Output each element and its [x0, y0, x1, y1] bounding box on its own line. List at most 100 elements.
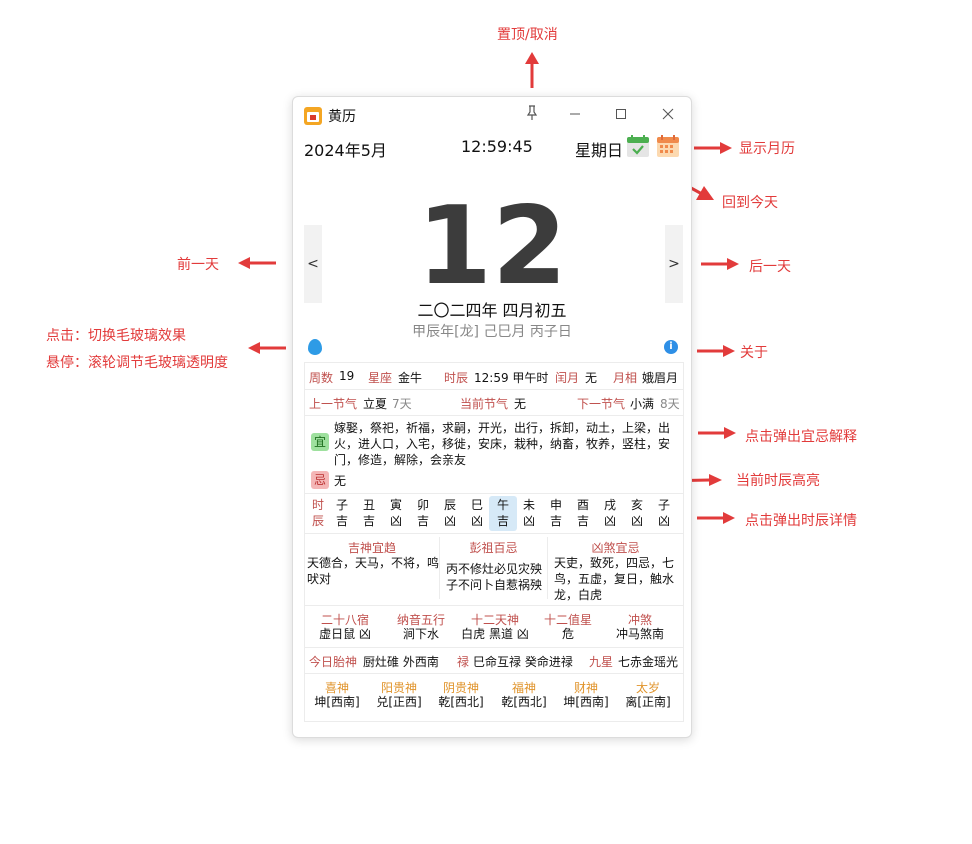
mansion-row: 二十八宿 虚日鼠 凶 纳音五行 涧下水 十二天神 白虎 黑道 凶 十二值星 危 …	[305, 605, 683, 648]
hour-luck: 吉	[335, 514, 348, 528]
hour-cell[interactable]: 子吉	[333, 497, 351, 529]
chongsha-value: 冲马煞南	[615, 627, 664, 641]
next-day-button[interactable]: >	[665, 225, 683, 303]
lu-value: 巳命互禄 癸命进禄	[473, 655, 573, 669]
hour-luck: 吉	[416, 514, 429, 528]
hour-name: 戌	[603, 498, 616, 512]
ji-tag[interactable]: 忌	[311, 471, 329, 489]
glass-effect-drop-icon[interactable]	[308, 339, 322, 355]
next-term-value: 小满	[630, 397, 655, 411]
hour-cell[interactable]: 戌凶	[601, 497, 619, 529]
annotation-today: 回到今天	[722, 195, 778, 211]
hour-luck: 凶	[603, 514, 616, 528]
hour-luck: 吉	[576, 514, 589, 528]
zhixing-value: 危	[561, 627, 574, 641]
hour-luck: 吉	[549, 514, 562, 528]
basic-info-row: 周数 19 星座 金牛 时辰 12:59 甲午时 闰月 无 月相 娥眉月	[305, 363, 683, 390]
maximize-button[interactable]	[611, 105, 631, 125]
gods-sections-row: 吉神宜趋 天德合，天马，不将，鸣 吠对 彭祖百忌 丙不修灶必见灾殃 子不问卜自惹…	[305, 533, 683, 606]
fushen-value: 乾[西北]	[501, 695, 547, 709]
hour-cell[interactable]: 寅凶	[387, 497, 405, 529]
month-label: 2024年5月	[304, 141, 387, 160]
directions-row: 喜神 坤[西南] 阳贵神 兑[正西] 阴贵神 乾[西北] 福神 乾[西北] 财神…	[305, 673, 683, 719]
shichen-value: 12:59 甲午时	[474, 371, 549, 385]
almanac-window: 黄历 2024年5月 12:59:45 星期日 < > 12 二〇二四年 四月初…	[292, 96, 692, 738]
month-calendar-icon[interactable]	[657, 135, 679, 157]
hour-name: 丑	[362, 498, 375, 512]
hour-cell[interactable]: 辰凶	[441, 497, 459, 529]
annotation-pin: 置顶/取消	[497, 27, 558, 43]
pin-icon[interactable]	[522, 105, 542, 125]
taisui-title: 太岁	[635, 681, 660, 695]
taishen-value: 厨灶碓 外西南	[363, 655, 439, 669]
solar-term-row: 上一节气 立夏 7天 当前节气 无 下一节气 小满 8天	[305, 389, 683, 416]
hours-row: 时 辰 子吉 丑吉 寅凶 卯吉 辰凶 巳凶 午吉 未凶 申吉 酉吉 戌凶 亥凶 …	[305, 493, 683, 534]
window-title: 黄历	[328, 109, 356, 125]
nayin-value: 涧下水	[402, 627, 439, 641]
arrow-right-hour	[697, 512, 735, 524]
arrow-right-next	[701, 258, 739, 270]
hour-name: 酉	[576, 498, 589, 512]
yi-line-1: 嫁娶，祭祀，祈福，求嗣，开光，出行，拆卸，动土，上梁，出	[334, 421, 671, 435]
today-calendar-icon[interactable]	[627, 135, 649, 157]
zhixing-title: 十二值星	[543, 613, 592, 627]
close-button[interactable]	[658, 105, 678, 125]
almanac-app-icon	[304, 107, 322, 125]
title-bar[interactable]: 黄历	[293, 97, 691, 133]
hour-cell-current[interactable]: 午吉	[489, 496, 517, 531]
hour-cell[interactable]: 子凶	[655, 497, 673, 529]
moon-phase-label: 月相	[613, 371, 638, 385]
hour-name: 申	[549, 498, 562, 512]
prev-day-button[interactable]: <	[304, 225, 322, 303]
tianshen-title: 十二天神	[470, 613, 519, 627]
annotation-show-month: 显示月历	[739, 141, 795, 157]
shichen-label: 时辰	[444, 371, 469, 385]
hour-cell[interactable]: 未凶	[520, 497, 538, 529]
taishen-row: 今日胎神 厨灶碓 外西南 禄 巳命互禄 癸命进禄 九星 七赤金瑶光	[305, 647, 683, 674]
moon-phase-value: 娥眉月	[642, 371, 679, 385]
hour-cell[interactable]: 丑吉	[360, 497, 378, 529]
zodiac-value: 金牛	[398, 371, 423, 385]
pengzu-line-2: 子不问卜自惹祸殃	[446, 578, 543, 592]
hour-name: 子	[657, 498, 670, 512]
about-info-icon[interactable]: i	[664, 340, 678, 354]
annotation-about: 关于	[740, 345, 768, 361]
hour-cell[interactable]: 酉吉	[574, 497, 592, 529]
hours-label-top: 时	[311, 498, 324, 512]
pengzu-title: 彭祖百忌	[469, 541, 518, 555]
hour-cell[interactable]: 卯吉	[414, 497, 432, 529]
day-number: 12	[416, 184, 568, 309]
hour-luck: 凶	[630, 514, 643, 528]
chongsha-title: 冲煞	[627, 613, 652, 627]
pengzu-line-1: 丙不修灶必见灾殃	[446, 562, 543, 576]
arrow-left-glass	[248, 342, 286, 354]
hour-luck: 凶	[389, 514, 402, 528]
arrow-right-month	[694, 142, 732, 154]
hour-cell[interactable]: 申吉	[547, 497, 565, 529]
hour-cell[interactable]: 巳凶	[468, 497, 486, 529]
jishen-line-1: 天德合，天马，不将，鸣	[307, 556, 440, 570]
almanac-detail-panel: 周数 19 星座 金牛 时辰 12:59 甲午时 闰月 无 月相 娥眉月 上一节…	[304, 362, 684, 722]
next-term-days: 8天	[660, 397, 680, 411]
yi-ji-row[interactable]: 宜 嫁娶，祭祀，祈福，求嗣，开光，出行，拆卸，动土，上梁，出 火，进人口，入宅，…	[305, 415, 683, 494]
annotation-yiji-popup: 点击弹出宜忌解释	[745, 429, 857, 445]
current-term-value: 无	[514, 397, 527, 411]
yanggui-title: 阳贵神	[380, 681, 417, 695]
annotation-next: 后一天	[749, 259, 791, 275]
minimize-button[interactable]	[565, 105, 585, 125]
hour-cell[interactable]: 亥凶	[628, 497, 646, 529]
zodiac-label: 星座	[368, 371, 393, 385]
xishen-title: 喜神	[324, 681, 349, 695]
divider	[547, 537, 548, 599]
yingui-value: 乾[西北]	[438, 695, 484, 709]
hour-name: 午	[496, 498, 509, 512]
hour-luck: 凶	[657, 514, 670, 528]
yingui-title: 阴贵神	[442, 681, 479, 695]
caishen-title: 财神	[573, 681, 598, 695]
jishen-title: 吉神宜趋	[347, 541, 396, 555]
taishen-label: 今日胎神	[309, 655, 358, 669]
ji-text: 无	[334, 474, 347, 488]
yi-tag[interactable]: 宜	[311, 433, 329, 451]
week-value: 19	[339, 369, 355, 383]
prev-term-label: 上一节气	[309, 397, 358, 411]
